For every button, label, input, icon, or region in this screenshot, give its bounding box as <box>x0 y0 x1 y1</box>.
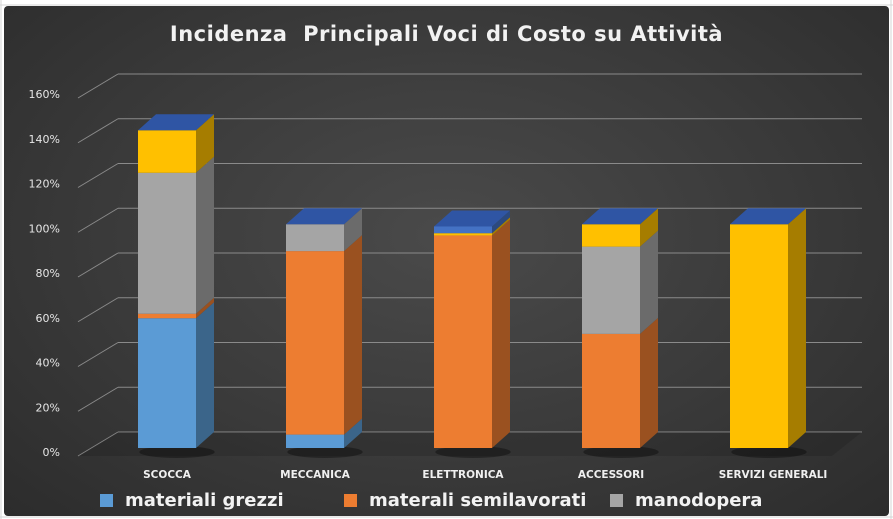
bar-segment <box>582 333 640 448</box>
y-tick-label: 120% <box>29 178 60 191</box>
y-tick-label: 100% <box>29 222 60 235</box>
x-category-label: ACCESSORI <box>578 469 644 481</box>
legend-label: materiali grezzi <box>125 490 284 511</box>
legend-item: materali semilavorati <box>344 490 586 511</box>
gridline-side <box>77 252 119 278</box>
bar-segment-side <box>492 217 510 236</box>
bar-segment <box>138 130 196 173</box>
bar-segment-side <box>344 235 362 435</box>
gridline-side <box>77 163 119 188</box>
bar-segment-side <box>344 418 362 448</box>
bar-segment <box>582 224 640 247</box>
bar-segment <box>138 318 196 448</box>
y-tick-label: 80% <box>36 267 60 280</box>
bar-segment <box>286 224 344 252</box>
legend-swatch <box>610 494 623 507</box>
bar-shadow <box>139 446 215 458</box>
chart-title: Incidenza Principali Voci di Costo su At… <box>169 22 724 46</box>
chart-plot: 0% 20% 40% 60% 80% 100% 120% 140% 160% SCOCCA MECC… <box>29 73 862 481</box>
y-tick-label: 160% <box>29 88 60 101</box>
bar-segment-side <box>196 302 214 448</box>
legend-swatch <box>100 494 113 507</box>
bar-segment <box>138 313 196 319</box>
bar-segment-side <box>344 208 362 252</box>
bar-shadow <box>287 446 363 458</box>
legend-swatch <box>344 494 357 507</box>
gridline-side <box>77 73 119 99</box>
gridline-side <box>77 297 119 323</box>
y-tick-label: 40% <box>36 357 60 370</box>
bar-segment <box>286 251 344 435</box>
bar-segment-side <box>640 230 658 334</box>
legend-label: materali semilavorati <box>369 490 587 511</box>
bar-segment <box>434 235 492 448</box>
y-tick-label: 60% <box>36 312 60 325</box>
bar-segment-side <box>492 210 510 234</box>
bar-top-face <box>582 208 658 225</box>
bar-segment-side <box>492 219 510 448</box>
bar-top-face <box>286 208 362 225</box>
bar-shadow <box>435 446 511 458</box>
bar-segment-side <box>196 114 214 173</box>
y-tick-label: 0% <box>43 446 60 459</box>
legend-item: materiali grezzi <box>100 490 284 511</box>
bar-segment <box>286 434 344 448</box>
legend-item: manodopera <box>610 490 762 511</box>
bar-top-face <box>138 114 214 131</box>
chart-legend: materiali grezzi materali semilavorati man… <box>4 490 889 512</box>
bar-top-face <box>434 210 510 227</box>
bar-segment <box>582 246 640 334</box>
gridline-side <box>77 342 119 367</box>
x-category-label: MECCANICA <box>280 469 351 481</box>
x-category-label: SCOCCA <box>143 469 192 481</box>
bar-segment <box>434 226 492 234</box>
x-category-label: SERVIZI GENERALI <box>719 469 828 481</box>
gridline-side <box>77 386 119 412</box>
bar-segment <box>730 224 788 448</box>
bar-segment-side <box>640 317 658 448</box>
gridline-side <box>77 118 119 144</box>
gridline-side <box>77 207 119 233</box>
bar-shadow <box>731 446 807 458</box>
legend-label: manodopera <box>635 490 763 511</box>
y-tick-label: 140% <box>29 133 60 146</box>
bar-segment-side <box>788 208 806 448</box>
bar-segment <box>434 233 492 236</box>
y-tick-label: 20% <box>36 401 60 414</box>
bar-segment-side <box>196 156 214 314</box>
chart-area[interactable]: Incidenza Principali Voci di Costo su At… <box>4 6 889 516</box>
bar-top-face <box>730 208 806 225</box>
bar-segment <box>138 172 196 314</box>
x-category-label: ELETTRONICA <box>422 469 504 481</box>
bar-shadow <box>583 446 659 458</box>
bar-segment-side <box>196 297 214 319</box>
bar-segment-side <box>640 208 658 247</box>
gridline-side <box>77 431 119 457</box>
